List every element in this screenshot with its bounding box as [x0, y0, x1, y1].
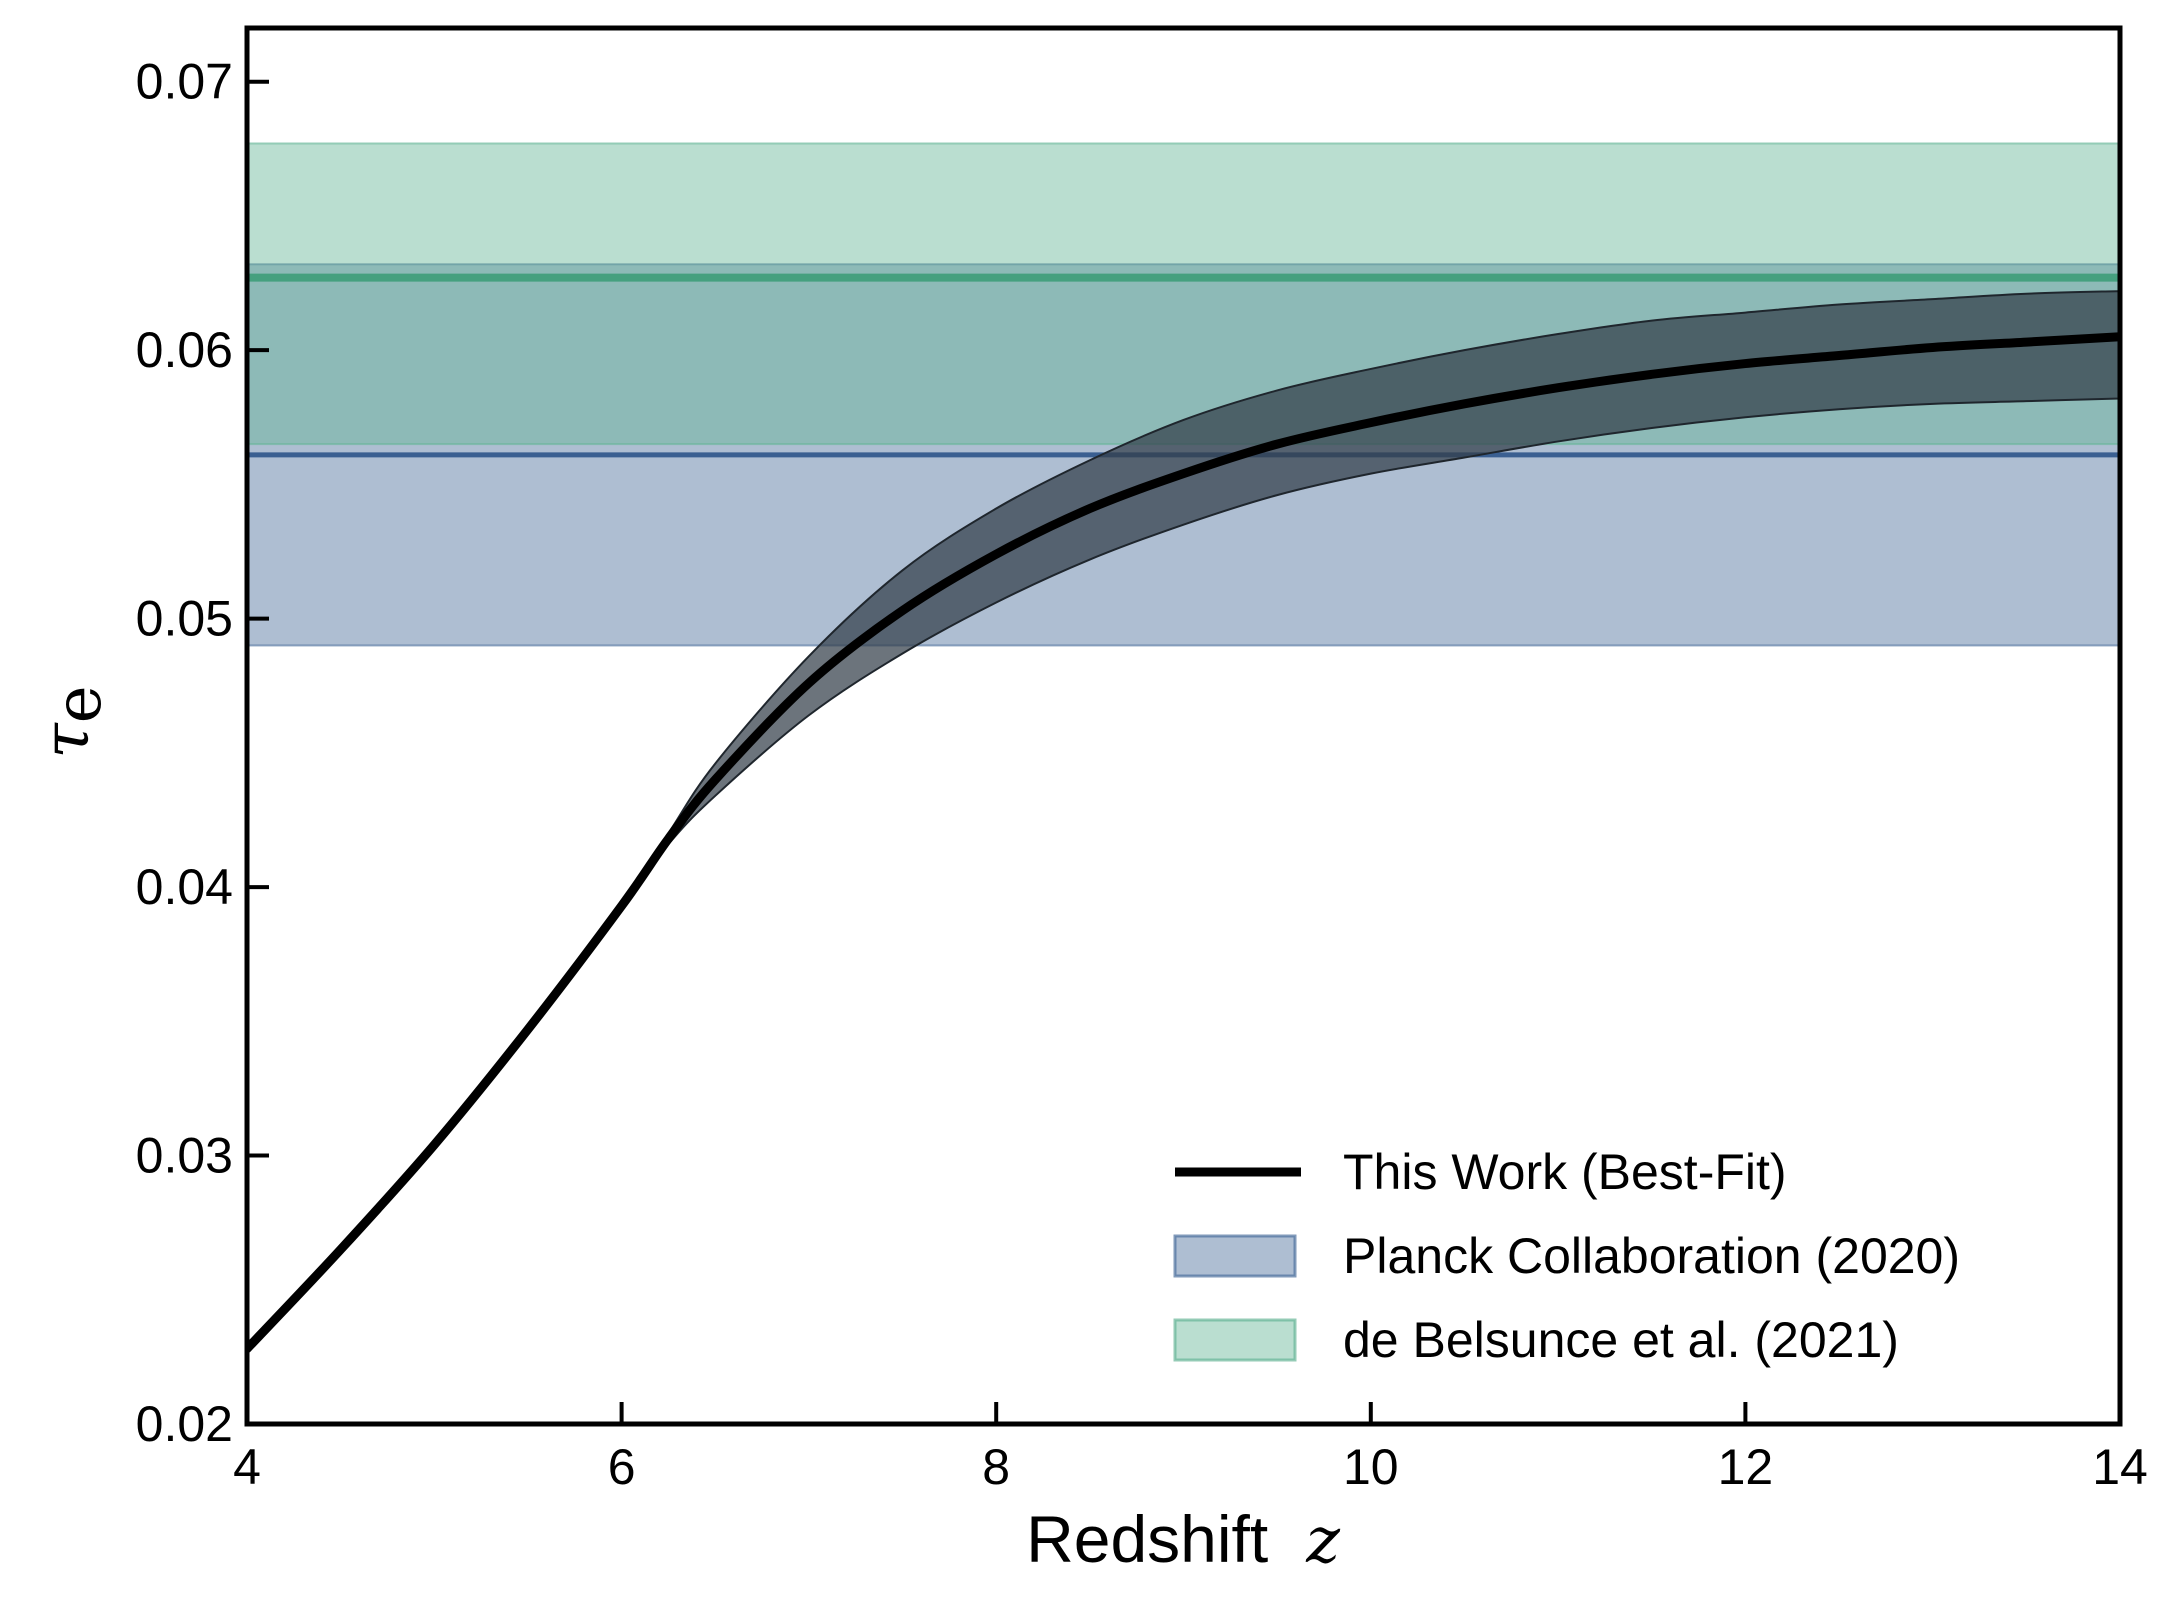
legend: This Work (Best-Fit) Planck Collaboration… — [1173, 1144, 1960, 1368]
legend-label: Planck Collaboration (2020) — [1343, 1228, 1960, 1284]
legend-label: This Work (Best-Fit) — [1343, 1144, 1787, 1200]
best-fit-line — [247, 332, 2120, 1354]
legend-swatch-planck — [1173, 1234, 1297, 1278]
y-axis-label: τe — [30, 685, 116, 758]
x-tick-label: 12 — [1718, 1439, 1774, 1495]
legend-swatch-de-belsunce — [1173, 1318, 1297, 1362]
best-fit-uncertainty-band — [247, 290, 2120, 1350]
x-tick-label: 10 — [1343, 1439, 1399, 1495]
y-tick-label: 0.05 — [136, 591, 233, 647]
y-tick-label: 0.04 — [136, 859, 233, 915]
y-tick-label: 0.07 — [136, 54, 233, 110]
plot-frame — [244, 25, 2123, 1427]
x-tick-label: 6 — [608, 1439, 636, 1495]
x-axis-label: Redshift z — [1026, 1502, 1341, 1578]
best-fit-series — [247, 290, 2120, 1354]
x-tick-label: 4 — [233, 1439, 261, 1495]
x-tick-label: 8 — [982, 1439, 1010, 1495]
x-axis-ticks: 4 6 8 10 12 14 — [233, 1402, 2148, 1495]
x-tick-label: 14 — [2092, 1439, 2148, 1495]
y-tick-label: 0.03 — [136, 1128, 233, 1184]
y-axis-ticks: 0.02 0.03 0.04 0.05 0.06 0.07 — [136, 54, 269, 1452]
y-tick-label: 0.02 — [136, 1396, 233, 1452]
plot-area — [247, 142, 2120, 1354]
legend-label: de Belsunce et al. (2021) — [1343, 1312, 1899, 1368]
y-tick-label: 0.06 — [136, 322, 233, 378]
